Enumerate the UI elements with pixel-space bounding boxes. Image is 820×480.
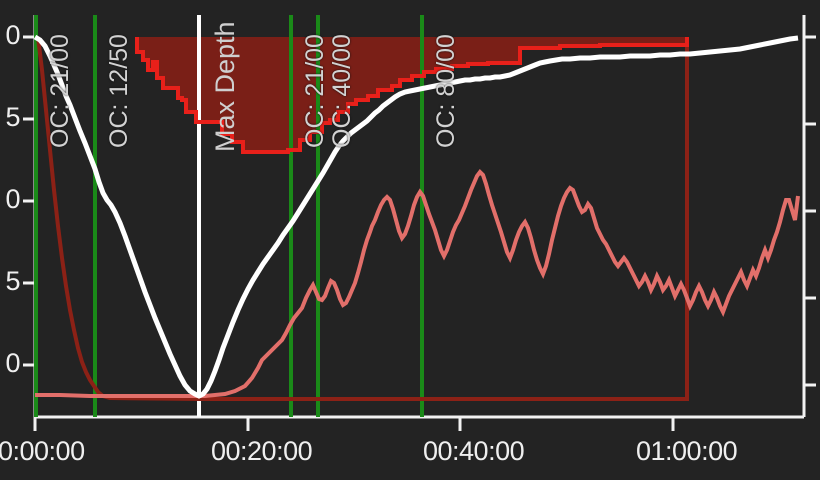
series-ceiling-envelope-deco-limit <box>36 36 689 401</box>
event-label: OC: 80/00 <box>432 34 460 148</box>
y-axis-tick-label: 0 <box>5 20 20 50</box>
event-label: OC: 21/00 <box>301 34 329 148</box>
series-tissue-gas-load <box>35 168 800 398</box>
event-marker-lines <box>34 15 424 417</box>
y-axis-tick-label: 0 <box>5 348 20 378</box>
x-axis-tick-label: 0:00:00 <box>0 436 85 466</box>
event-label: OC: 12/50 <box>105 34 133 148</box>
series-ceiling <box>135 37 689 154</box>
x-axis-tick-label: 01:00:00 <box>636 436 738 466</box>
data-series-group <box>33 34 800 401</box>
y-axis-tick-label: 5 <box>5 102 20 132</box>
y-axis-tick-label: 0 <box>5 184 20 214</box>
max-depth-label: Max Depth <box>210 21 240 152</box>
event-label: OC: 40/00 <box>328 34 356 148</box>
series-depth <box>33 34 799 399</box>
event-label: OC: 21/00 <box>46 34 74 148</box>
x-axis-tick-label: 00:40:00 <box>423 436 525 466</box>
y-axis-tick-label: 5 <box>5 266 20 296</box>
x-axis-tick-label: 00:20:00 <box>211 436 313 466</box>
ceiling-area <box>137 37 687 152</box>
